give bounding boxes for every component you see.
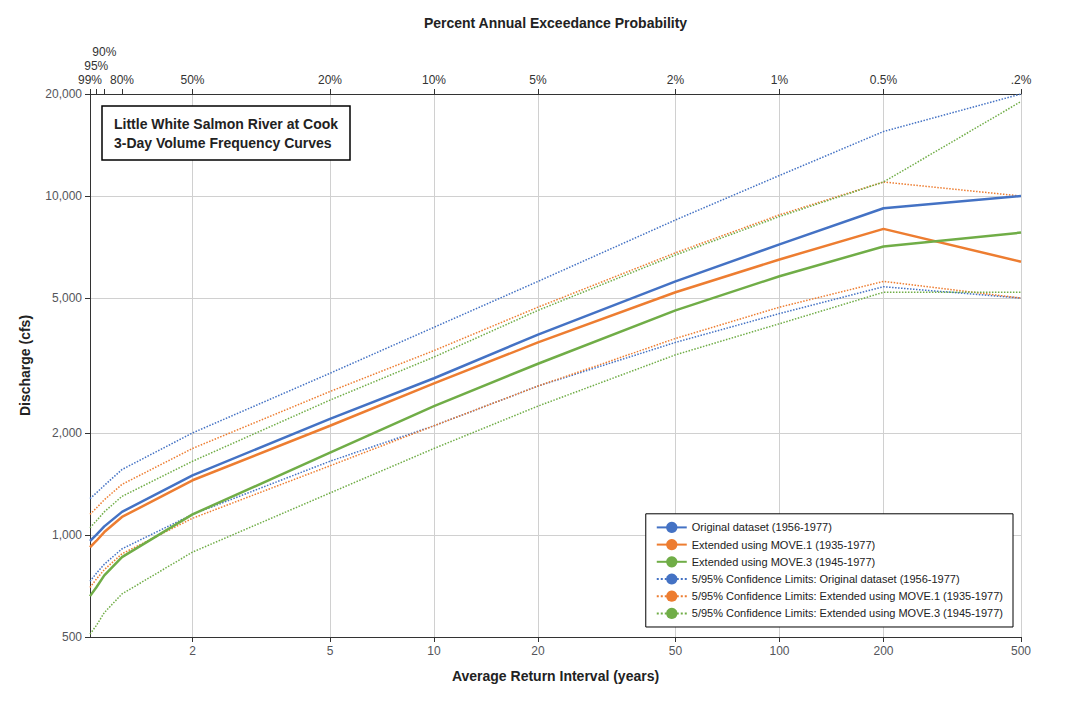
svg-text:2,000: 2,000 (52, 426, 82, 440)
svg-text:5/95% Confidence Limits: Exten: 5/95% Confidence Limits: Extended using … (692, 590, 1003, 602)
svg-text:3-Day Volume Frequency Curves: 3-Day Volume Frequency Curves (114, 135, 332, 151)
svg-text:Original dataset (1956-1977): Original dataset (1956-1977) (692, 521, 832, 533)
svg-text:2: 2 (189, 644, 196, 658)
svg-text:Average Return Interval (years: Average Return Interval (years) (452, 668, 659, 684)
svg-text:20: 20 (531, 644, 545, 658)
svg-text:50: 50 (669, 644, 683, 658)
svg-text:90%: 90% (92, 45, 116, 59)
svg-text:1,000: 1,000 (52, 528, 82, 542)
svg-text:95%: 95% (84, 59, 108, 73)
svg-text:1%: 1% (771, 73, 789, 87)
svg-text:5%: 5% (529, 73, 547, 87)
svg-text:80%: 80% (110, 73, 134, 87)
svg-text:5/95% Confidence Limits: Exten: 5/95% Confidence Limits: Extended using … (692, 607, 1003, 619)
svg-text:10%: 10% (422, 73, 446, 87)
svg-text:10: 10 (427, 644, 441, 658)
svg-text:5/95% Confidence Limits: Origi: 5/95% Confidence Limits: Original datase… (692, 573, 960, 585)
svg-text:2%: 2% (667, 73, 685, 87)
svg-text:500: 500 (1011, 644, 1031, 658)
svg-text:.2%: .2% (1011, 73, 1032, 87)
svg-text:5,000: 5,000 (52, 291, 82, 305)
svg-text:50%: 50% (180, 73, 204, 87)
svg-text:20,000: 20,000 (45, 87, 82, 101)
svg-text:Percent Annual Exceedance Prob: Percent Annual Exceedance Probability (424, 15, 687, 31)
svg-text:20%: 20% (318, 73, 342, 87)
svg-text:Little White Salmon River at C: Little White Salmon River at Cook (114, 116, 338, 132)
svg-text:Extended using MOVE.3 (1945-19: Extended using MOVE.3 (1945-1977) (692, 556, 875, 568)
svg-text:Discharge (cfs): Discharge (cfs) (17, 315, 33, 416)
svg-text:100: 100 (769, 644, 789, 658)
svg-text:10,000: 10,000 (45, 189, 82, 203)
svg-text:99%: 99% (78, 73, 102, 87)
svg-text:500: 500 (62, 630, 82, 644)
svg-text:200: 200 (873, 644, 893, 658)
svg-text:Extended using MOVE.1 (1935-19: Extended using MOVE.1 (1935-1977) (692, 539, 875, 551)
svg-text:5: 5 (327, 644, 334, 658)
svg-text:0.5%: 0.5% (870, 73, 898, 87)
